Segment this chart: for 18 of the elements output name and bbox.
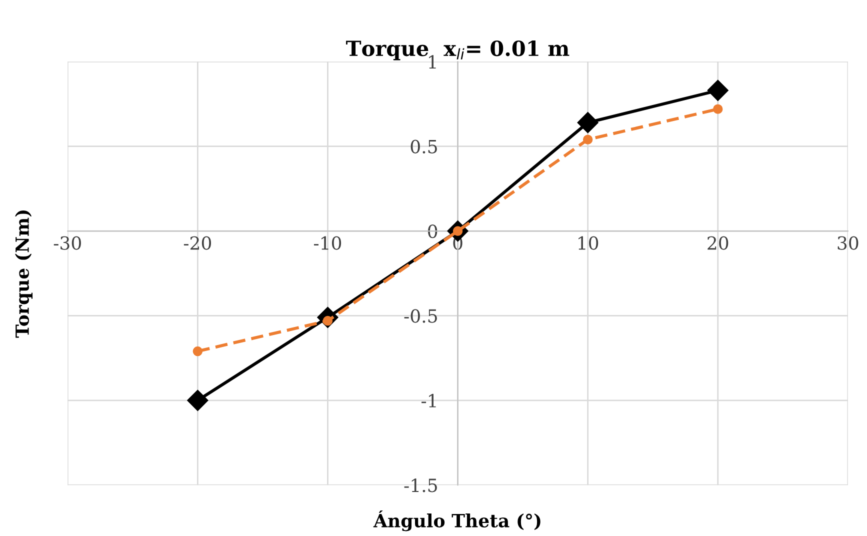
y-tick-label: -1.5: [404, 478, 437, 492]
y-tick-label: -0.5: [404, 309, 437, 323]
point: [187, 390, 208, 411]
x-tick-label: -20: [184, 236, 212, 250]
y-tick-label: -1: [422, 394, 436, 408]
x-axis-title: Ángulo Theta (°): [373, 510, 540, 532]
y-tick-label: 0.5: [410, 140, 437, 154]
point: [713, 104, 723, 114]
x-tick-label: 10: [578, 236, 598, 250]
x-tick-label: 30: [838, 236, 858, 250]
x-tick-label: -30: [54, 236, 81, 250]
y-axis-title: Torque (Nm): [15, 210, 33, 338]
point: [192, 346, 203, 356]
x-tick-label: -10: [314, 236, 342, 250]
point: [577, 112, 598, 134]
point: [707, 80, 728, 101]
point: [582, 134, 593, 144]
x-tick-label: 20: [708, 236, 728, 250]
